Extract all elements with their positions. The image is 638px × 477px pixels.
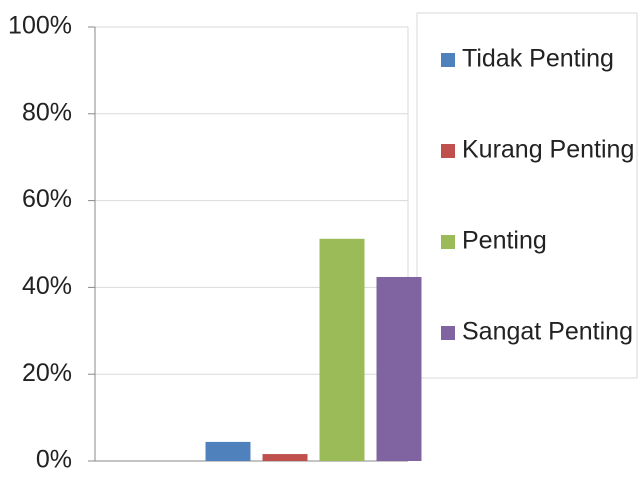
- bar: [376, 276, 422, 461]
- y-tick-label: 60%: [22, 185, 72, 213]
- legend-box: [416, 12, 638, 379]
- y-tick-label: 20%: [22, 359, 72, 387]
- y-tick-label: 40%: [22, 272, 72, 300]
- legend-label: Tidak Penting: [462, 45, 614, 73]
- bar: [262, 454, 308, 461]
- legend-label: Penting: [462, 227, 547, 255]
- legend-label: Sangat Penting: [462, 318, 633, 346]
- bar: [319, 238, 365, 461]
- legend-swatch: [441, 326, 455, 340]
- legend-label: Kurang Penting: [462, 136, 634, 164]
- legend-swatch: [441, 235, 455, 249]
- y-tick-label: 80%: [22, 98, 72, 126]
- y-tick-label: 100%: [8, 12, 72, 40]
- legend-swatch: [441, 53, 455, 67]
- legend-swatch: [441, 144, 455, 158]
- bar: [205, 441, 251, 461]
- y-tick-label: 0%: [36, 446, 72, 474]
